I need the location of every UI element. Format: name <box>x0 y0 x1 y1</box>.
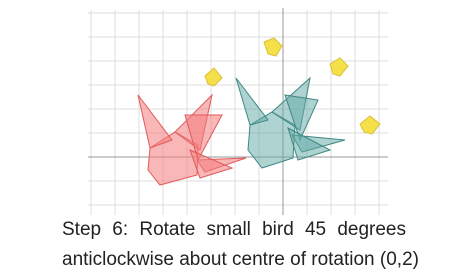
red-wing <box>138 95 172 148</box>
page: Step 6: Rotate small bird 45 degrees ant… <box>0 0 468 272</box>
grid <box>88 10 388 215</box>
small-bird <box>264 38 282 56</box>
caption-line: Step 6: Rotate small bird 45 degrees <box>62 218 406 242</box>
small-bird <box>360 116 380 134</box>
teal-bird <box>236 78 345 168</box>
diagram <box>0 0 468 220</box>
small-bird <box>205 68 222 86</box>
caption-line: anticlockwise about centre of rotation (… <box>62 248 412 272</box>
